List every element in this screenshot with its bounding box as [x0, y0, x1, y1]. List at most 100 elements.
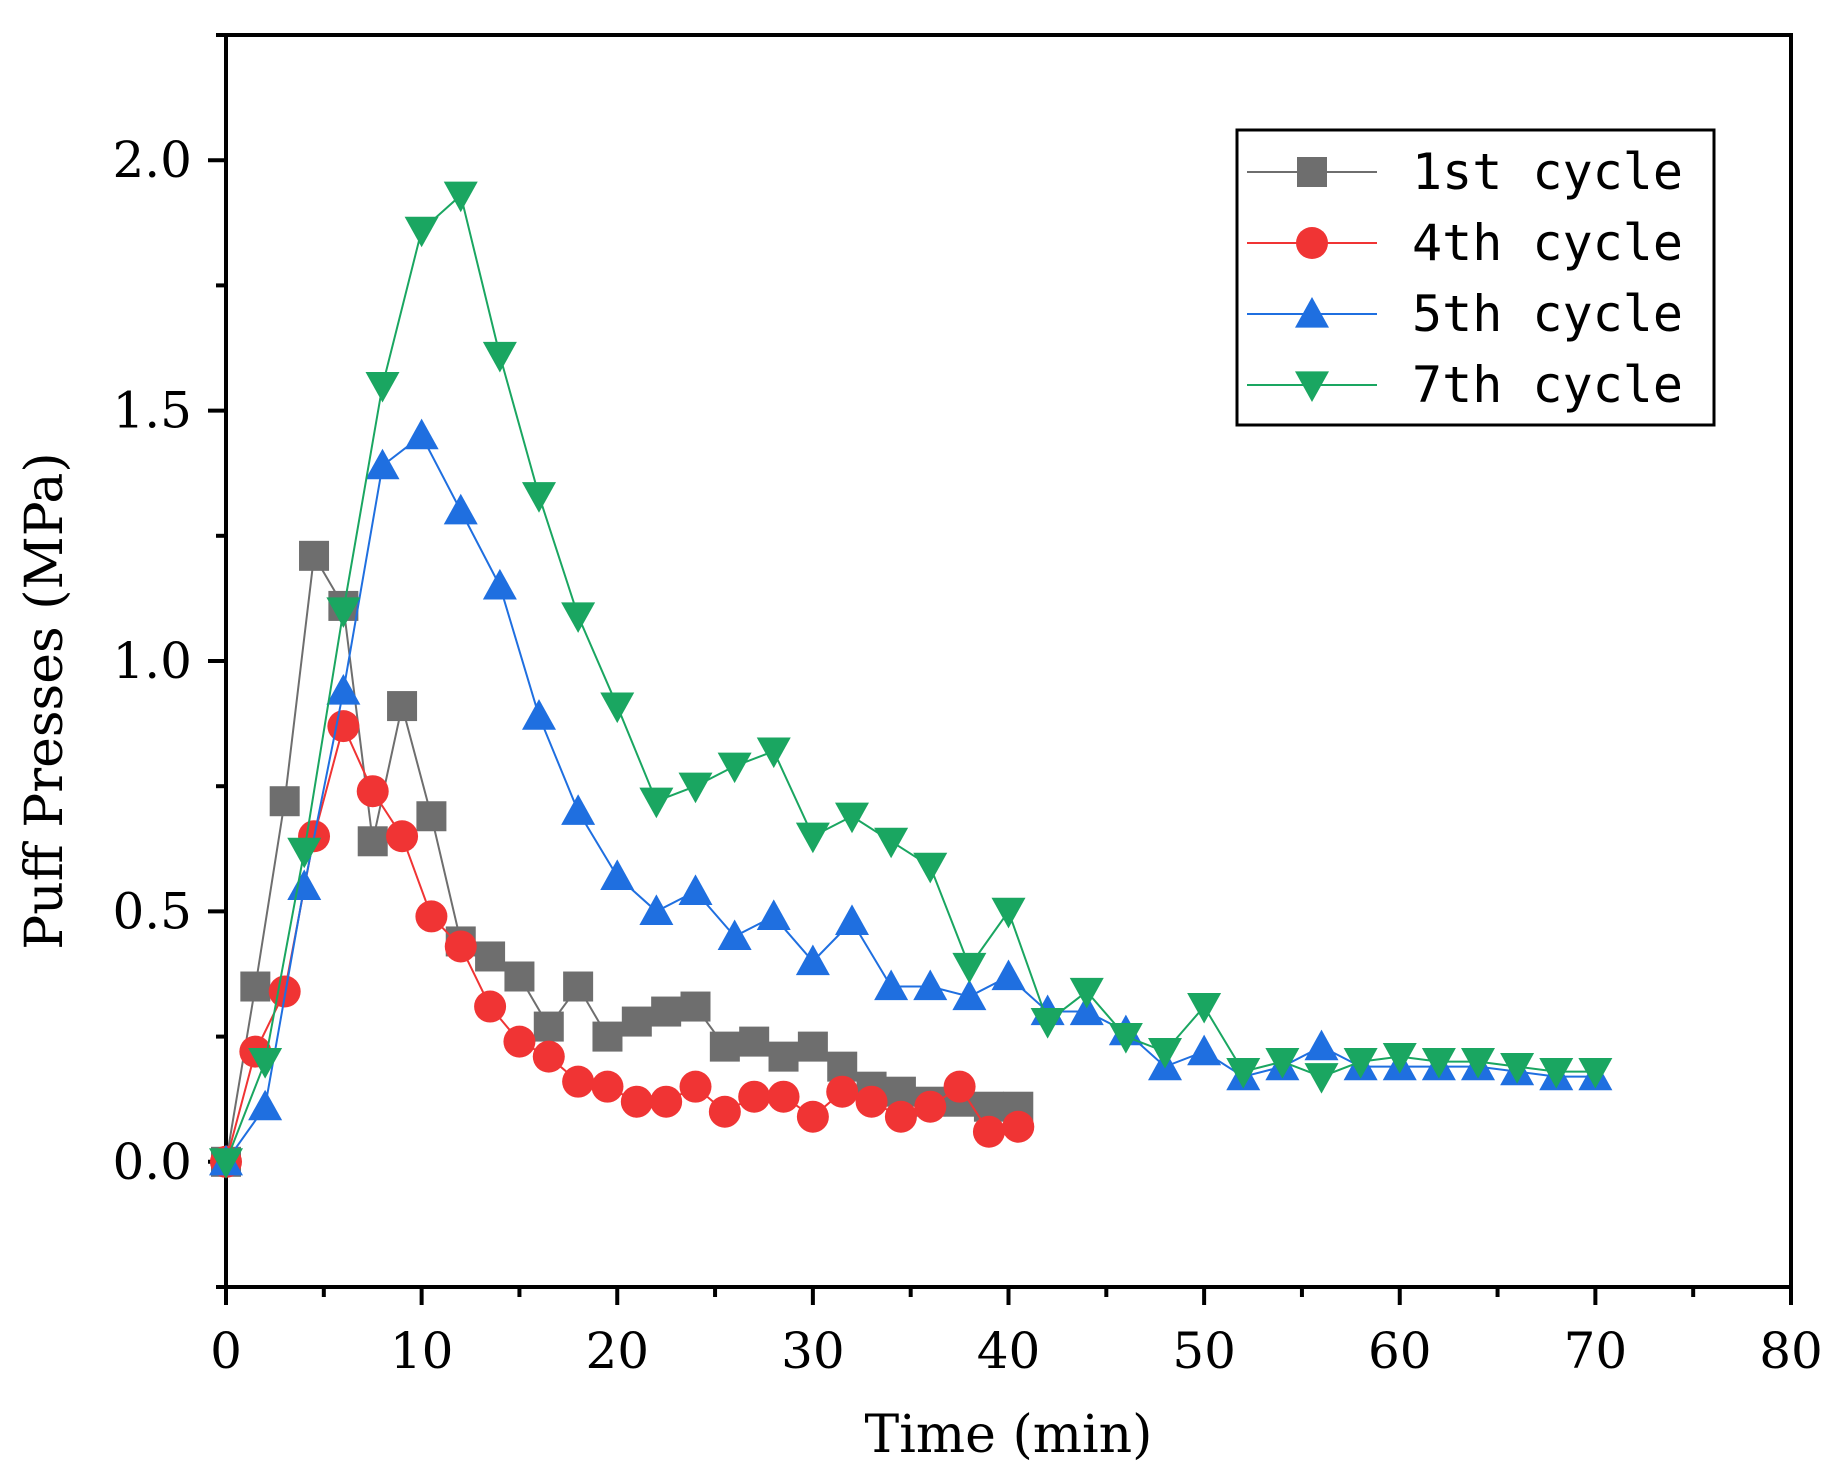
data-point — [913, 852, 948, 884]
data-point — [326, 674, 361, 705]
data-point — [738, 1080, 771, 1113]
data-point — [1002, 1110, 1035, 1143]
x-tick-label: 10 — [390, 1322, 454, 1380]
data-point — [416, 801, 447, 832]
y-tick-label: 0.0 — [112, 1133, 192, 1191]
data-point — [415, 900, 448, 933]
data-point — [1069, 994, 1104, 1026]
data-point — [884, 1100, 917, 1133]
data-point — [1030, 1007, 1065, 1039]
series-line — [225, 723, 1019, 1163]
data-point — [756, 737, 791, 769]
legend-marker — [1296, 227, 1328, 259]
data-point — [952, 952, 987, 984]
y-tick-label: 1.5 — [112, 382, 192, 440]
y-tick-label: 0.5 — [112, 882, 192, 940]
data-point — [404, 418, 439, 450]
x-tick-label: 70 — [1564, 1322, 1628, 1380]
data-point — [767, 1080, 800, 1113]
series-2 — [210, 710, 1035, 1178]
data-point — [651, 996, 682, 1027]
data-point — [835, 904, 869, 936]
data-point — [913, 969, 948, 1001]
data-point — [209, 1148, 243, 1179]
data-point — [503, 1025, 536, 1058]
data-point — [248, 1089, 283, 1121]
data-point — [1343, 1048, 1378, 1079]
data-point — [796, 1100, 829, 1133]
legend-label: 1st cycle — [1412, 143, 1683, 201]
data-point — [972, 1115, 1005, 1148]
data-point — [386, 820, 419, 853]
data-point — [474, 990, 507, 1023]
x-tick-label: 40 — [977, 1322, 1041, 1380]
data-point — [365, 448, 400, 480]
data-point — [356, 775, 389, 808]
data-point — [504, 961, 535, 992]
data-point — [835, 802, 869, 834]
x-tick-label: 20 — [585, 1322, 649, 1380]
data-point — [326, 597, 361, 628]
data-point — [1382, 1043, 1417, 1074]
legend-label: 5th cycle — [1412, 285, 1683, 343]
data-point — [1304, 1063, 1339, 1094]
data-point — [365, 371, 400, 403]
x-axis-title: Time (min) — [865, 1405, 1153, 1465]
x-tick-label: 60 — [1368, 1322, 1432, 1380]
data-point — [533, 1011, 564, 1042]
data-point — [563, 971, 594, 1002]
axes: 0 10 20 30 40 50 60 70 80 0.0 0.5 1.0 1.5 2.0 — [112, 33, 1823, 1380]
data-point — [709, 1031, 740, 1062]
data-point — [1265, 1048, 1300, 1079]
data-point — [795, 822, 830, 854]
data-point — [768, 1041, 799, 1072]
data-point — [855, 1085, 888, 1118]
data-point — [248, 1048, 283, 1079]
legend-item: 4th cycle — [1247, 214, 1683, 272]
data-point — [1539, 1058, 1574, 1089]
data-point — [678, 772, 713, 804]
data-point — [797, 1031, 828, 1062]
data-point — [240, 971, 271, 1002]
data-point — [991, 959, 1026, 991]
x-tick-label: 30 — [781, 1322, 845, 1380]
data-point — [443, 181, 478, 213]
data-point — [299, 540, 330, 571]
data-point — [1108, 1023, 1143, 1054]
y-axis-title: Puff Presses (MPa) — [15, 452, 75, 949]
data-point — [1578, 1058, 1613, 1089]
data-point — [680, 991, 711, 1022]
data-point — [756, 899, 791, 931]
data-point — [991, 897, 1026, 929]
data-point — [717, 752, 752, 784]
data-point — [739, 1026, 770, 1057]
data-point — [482, 341, 517, 373]
data-point — [522, 482, 556, 513]
data-point — [678, 874, 713, 905]
data-point — [387, 691, 418, 722]
data-point — [591, 1070, 624, 1103]
data-point — [522, 699, 556, 730]
data-point — [795, 944, 830, 976]
data-point — [287, 837, 322, 869]
legend-marker — [1295, 297, 1329, 328]
data-point — [1187, 1034, 1222, 1066]
legend-item: 7th cycle — [1247, 356, 1683, 414]
series-layer — [209, 181, 1613, 1179]
data-point — [639, 894, 674, 925]
data-point — [357, 826, 388, 857]
legend-label: 4th cycle — [1412, 214, 1683, 272]
x-tick-label: 50 — [1172, 1322, 1236, 1380]
data-point — [1500, 1053, 1535, 1084]
data-point — [287, 869, 322, 900]
data-point — [561, 602, 596, 633]
legend: 1st cycle 4th cycle 5th cycle 7th cycle — [1235, 128, 1716, 427]
data-point — [475, 941, 506, 972]
data-point — [639, 787, 674, 819]
data-point — [1461, 1048, 1495, 1079]
data-point — [404, 216, 439, 248]
data-point — [444, 930, 477, 963]
data-point — [532, 1040, 565, 1073]
y-tick-label: 2.0 — [112, 131, 192, 189]
